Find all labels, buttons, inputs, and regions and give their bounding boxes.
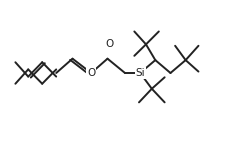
Text: Si: Si — [135, 68, 145, 78]
Text: O: O — [106, 39, 114, 49]
Text: O: O — [87, 68, 95, 78]
